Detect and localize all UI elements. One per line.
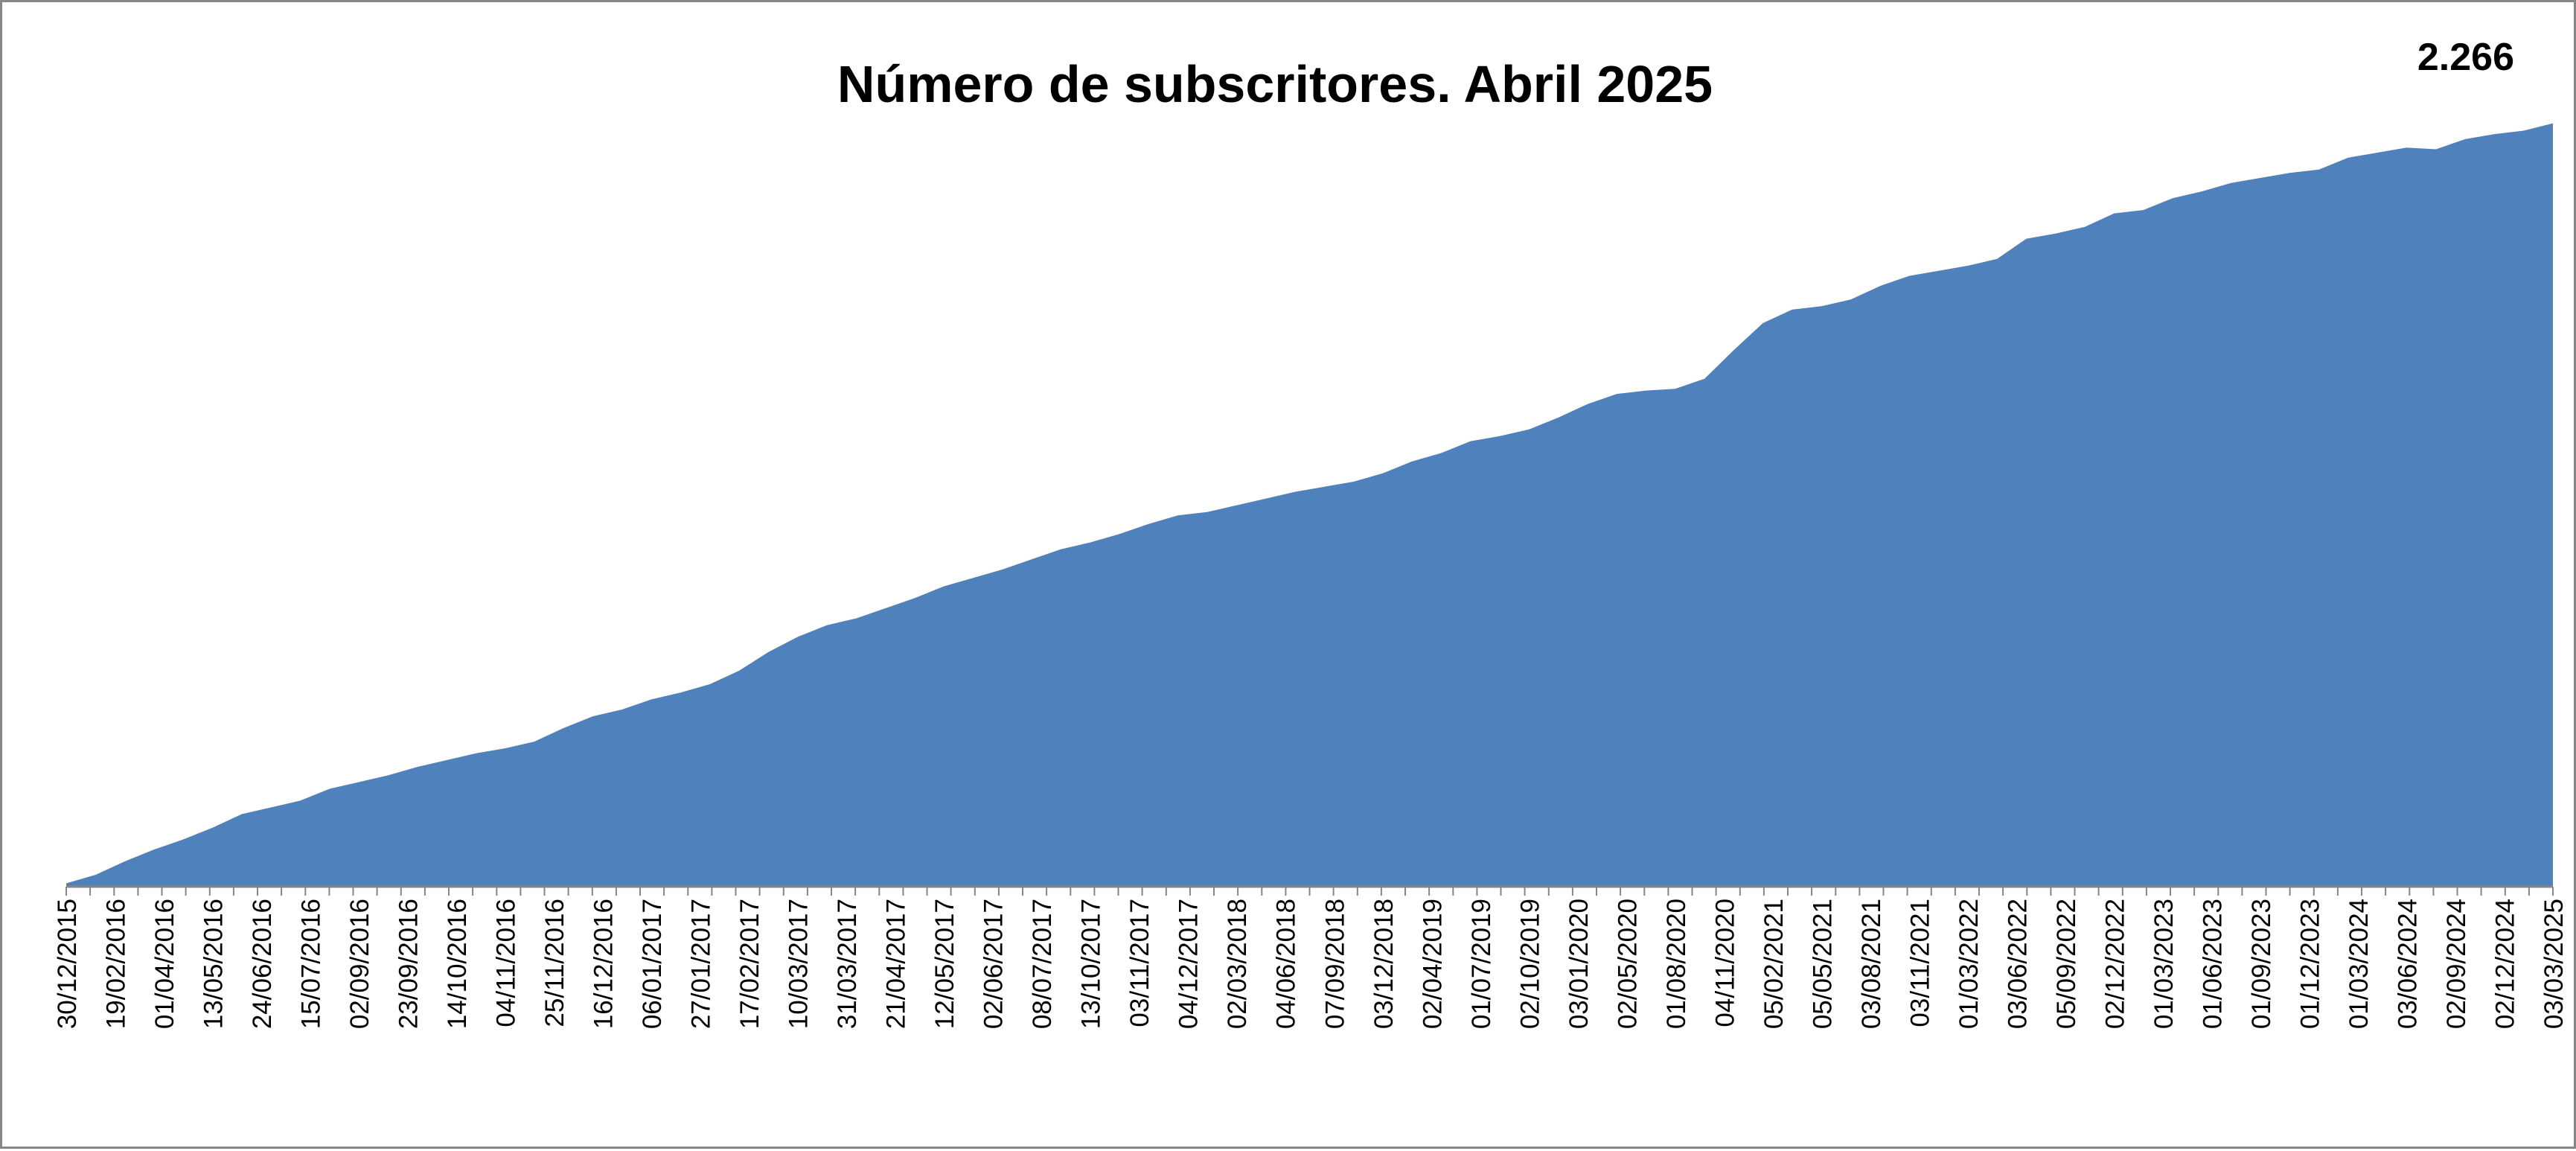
x-tick-label: 27/01/2017 xyxy=(687,899,716,1029)
x-tick-label: 04/11/2016 xyxy=(492,899,521,1027)
x-tick-label: 06/01/2017 xyxy=(638,899,667,1029)
x-tick-label: 25/11/2016 xyxy=(540,899,569,1027)
x-tick-label: 15/07/2016 xyxy=(297,899,326,1029)
x-tick-label: 01/04/2016 xyxy=(150,899,179,1029)
x-tick-label: 01/03/2024 xyxy=(2345,899,2374,1029)
x-tick-label: 03/11/2017 xyxy=(1125,899,1154,1027)
x-tick-label: 02/03/2018 xyxy=(1223,899,1252,1029)
x-tick-label: 02/04/2019 xyxy=(1418,899,1447,1029)
x-tick-label: 23/09/2016 xyxy=(394,899,424,1029)
x-tick-label: 13/10/2017 xyxy=(1077,899,1106,1029)
x-tick-label: 19/02/2016 xyxy=(102,899,131,1029)
x-tick-label: 02/09/2024 xyxy=(2442,899,2471,1029)
x-tick-label: 01/03/2023 xyxy=(2150,899,2179,1029)
x-tick-label: 13/05/2016 xyxy=(199,899,228,1029)
x-tick-label: 03/06/2024 xyxy=(2394,899,2423,1029)
x-tick-label: 01/09/2023 xyxy=(2247,899,2276,1029)
subscribers-area xyxy=(66,123,2553,887)
x-tick-label: 31/03/2017 xyxy=(833,899,862,1029)
x-tick-label: 05/05/2021 xyxy=(1808,899,1837,1029)
x-tick-label: 08/07/2017 xyxy=(1028,899,1057,1029)
x-tick-label: 03/11/2021 xyxy=(1905,899,1934,1027)
x-tick-label: 02/06/2017 xyxy=(979,899,1009,1029)
x-tick-label: 02/12/2022 xyxy=(2100,899,2129,1029)
x-tick-label: 05/09/2022 xyxy=(2052,899,2081,1029)
x-tick-label: 03/08/2021 xyxy=(1857,899,1886,1029)
x-tick-label: 02/12/2024 xyxy=(2491,899,2520,1029)
last-value-label: 2.266 xyxy=(2417,36,2514,79)
x-tick-label: 02/05/2020 xyxy=(1613,899,1642,1029)
x-tick-label: 04/11/2020 xyxy=(1710,899,1739,1027)
x-tick-label: 01/08/2020 xyxy=(1662,899,1691,1029)
x-tick-label: 03/03/2025 xyxy=(2540,899,2569,1029)
x-tick-label: 03/12/2018 xyxy=(1370,899,1399,1029)
x-tick-label: 03/01/2020 xyxy=(1565,899,1594,1029)
x-tick-label: 02/10/2019 xyxy=(1515,899,1544,1029)
x-tick-label: 07/09/2018 xyxy=(1320,899,1349,1029)
x-tick-label: 01/07/2019 xyxy=(1467,899,1496,1029)
x-tick-label: 21/04/2017 xyxy=(882,899,911,1029)
x-axis-ticks xyxy=(65,887,2554,896)
x-tick-label: 01/12/2023 xyxy=(2296,899,2325,1029)
x-tick-label: 30/12/2015 xyxy=(53,899,82,1029)
x-tick-label: 04/12/2017 xyxy=(1174,899,1204,1029)
x-tick-label: 01/03/2022 xyxy=(1955,899,1984,1029)
x-tick-label: 16/12/2016 xyxy=(589,899,619,1029)
x-tick-label: 17/02/2017 xyxy=(735,899,764,1029)
chart-title: Número de subscritores. Abril 2025 xyxy=(837,55,1713,113)
x-axis-tick-labels: 30/12/2015 19/02/2016 01/04/2016 13/05/2016… xyxy=(53,899,2569,1029)
x-tick-label: 14/10/2016 xyxy=(443,899,472,1029)
x-tick-label: 03/06/2022 xyxy=(2003,899,2032,1029)
x-tick-label: 24/06/2016 xyxy=(248,899,277,1029)
x-tick-label: 04/06/2018 xyxy=(1272,899,1301,1029)
x-tick-label: 12/05/2017 xyxy=(930,899,959,1029)
x-tick-label: 10/03/2017 xyxy=(784,899,814,1029)
x-tick-label: 02/09/2016 xyxy=(345,899,374,1029)
x-tick-label: 01/06/2023 xyxy=(2198,899,2227,1029)
x-tick-label: 05/02/2021 xyxy=(1760,899,1789,1029)
